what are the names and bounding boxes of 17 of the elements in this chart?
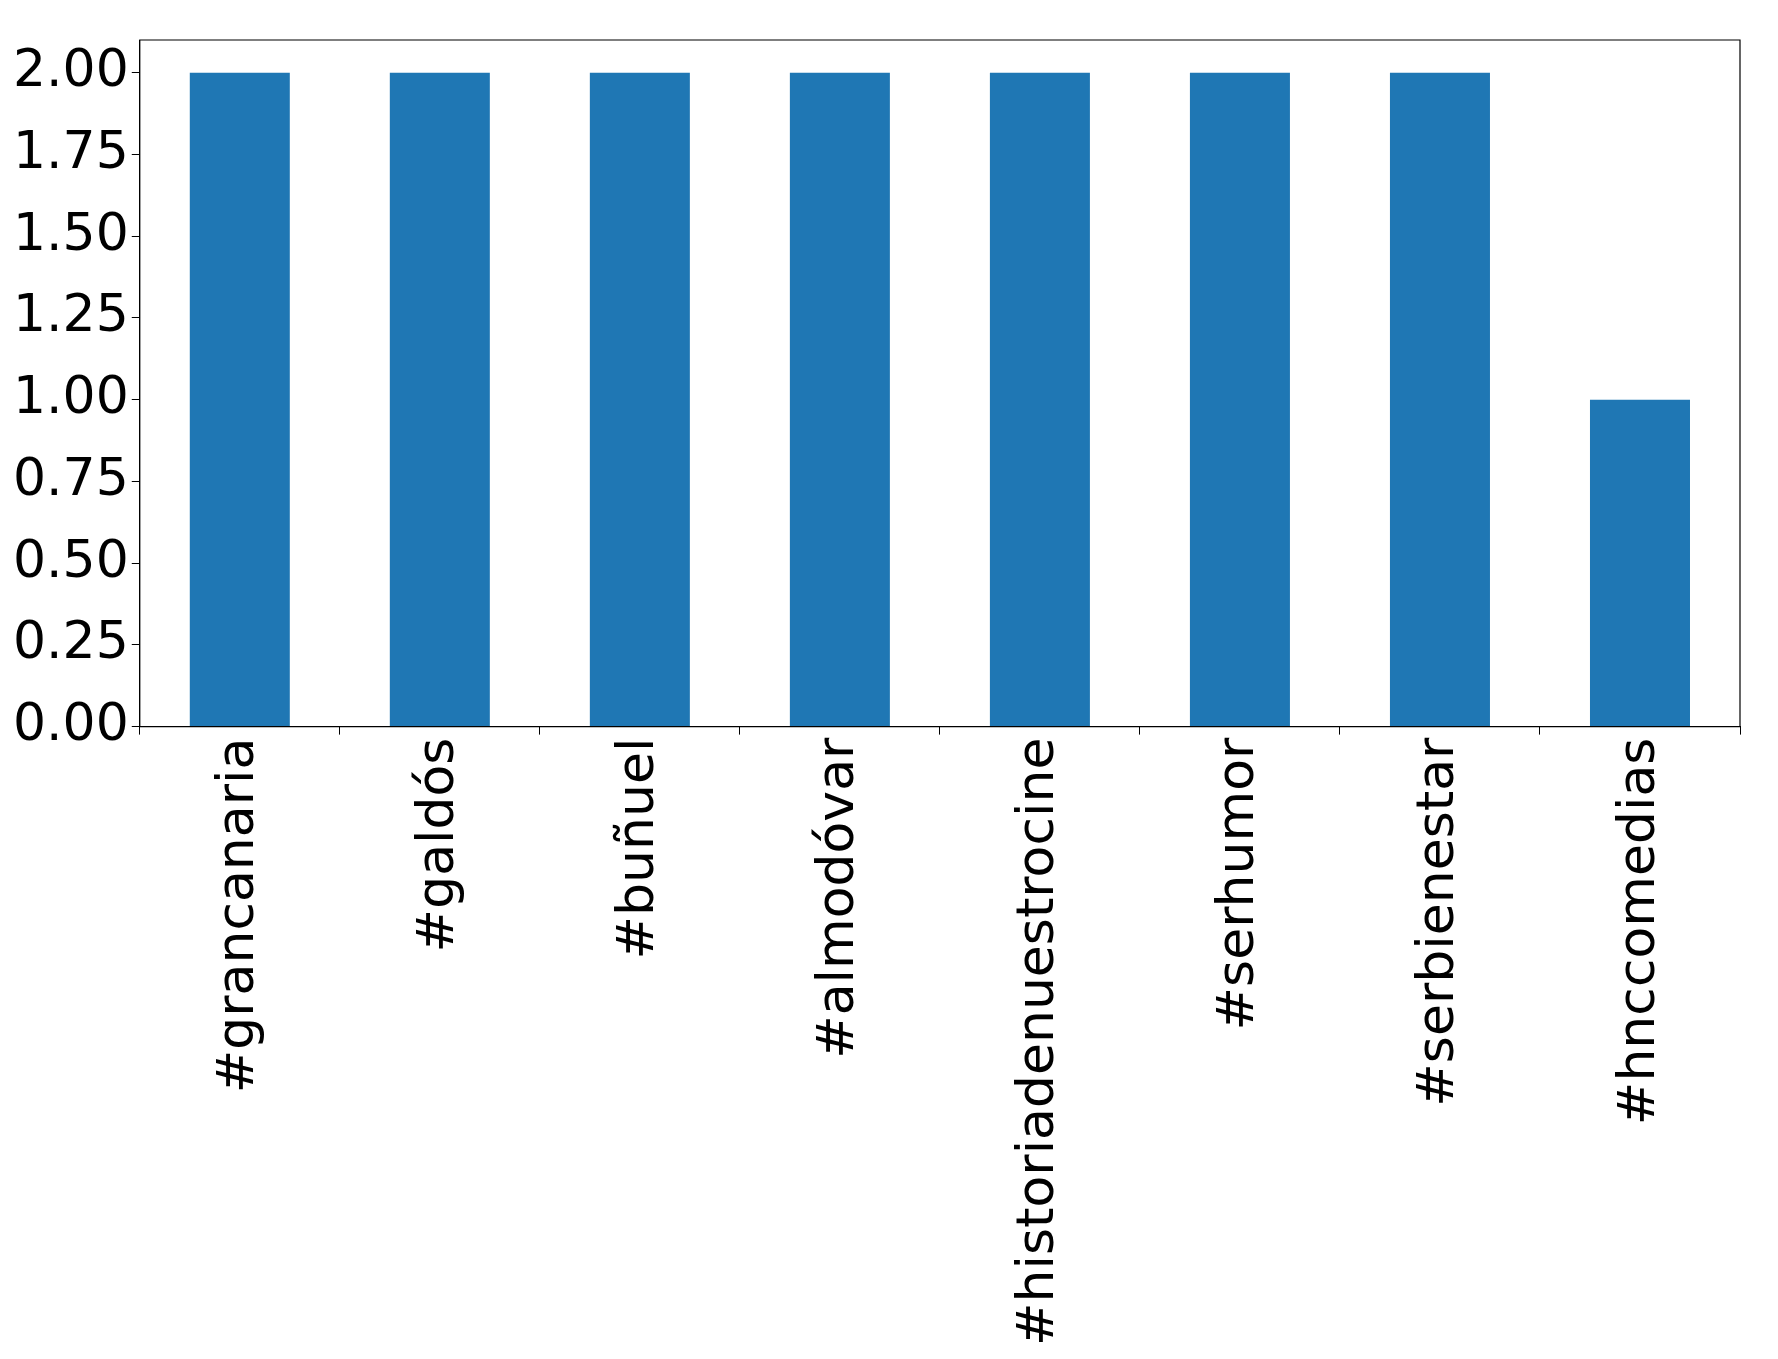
y-tick-label: 0.75: [13, 446, 129, 507]
y-tick-label: 0.00: [13, 692, 129, 753]
y-tick-label: 0.25: [13, 610, 129, 671]
x-tick-label: #hnccomedias: [1605, 737, 1666, 1126]
x-tick-label: #historiadenuestrocine: [1005, 737, 1066, 1347]
x-tick-label: #buñuel: [605, 737, 666, 960]
x-tick-label: #serhumor: [1205, 737, 1266, 1031]
y-tick-label: 1.50: [13, 201, 129, 262]
x-tick-label: #grancanaria: [205, 737, 266, 1094]
y-tick-label: 1.75: [13, 119, 129, 180]
y-tick-label: 1.00: [13, 365, 129, 426]
y-tick-label: 0.50: [13, 528, 129, 589]
x-tick-label: #galdós: [405, 737, 466, 953]
y-tick-label: 2.00: [13, 38, 129, 99]
y-tick-label: 1.25: [13, 283, 129, 344]
x-tick-label: #serbienestar: [1405, 737, 1466, 1107]
x-tick-label: #almodóvar: [805, 737, 866, 1059]
